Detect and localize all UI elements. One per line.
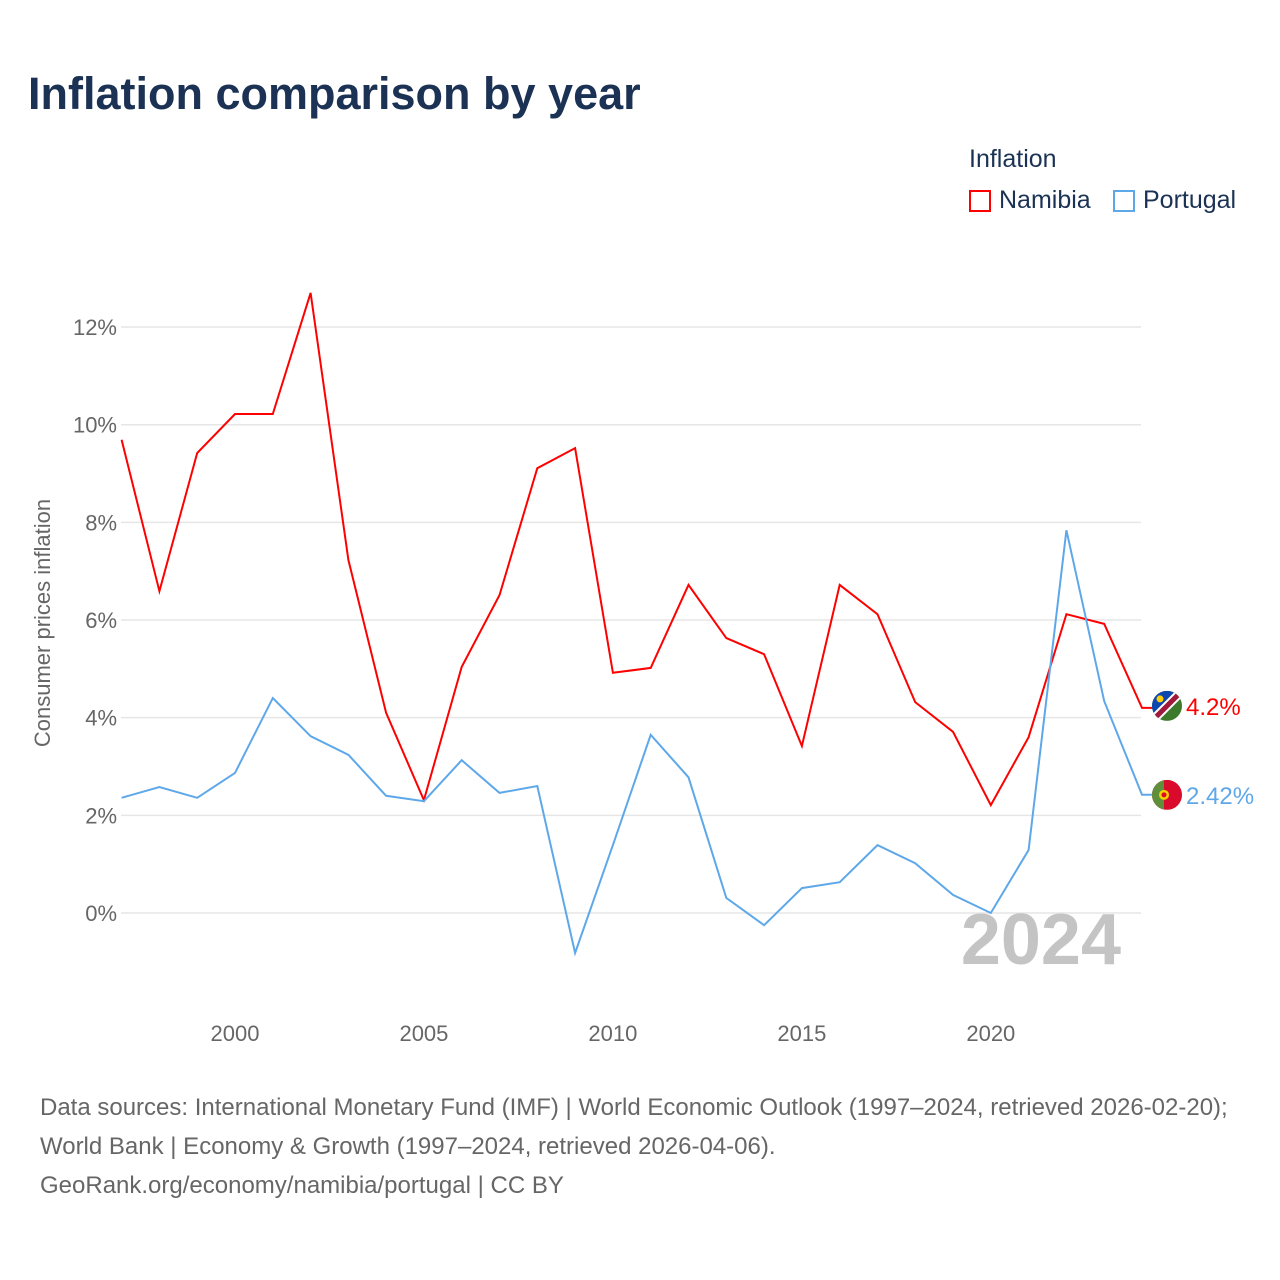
end-label-portugal: 2.42% xyxy=(1186,783,1254,810)
y-tick-label: 8% xyxy=(85,510,117,535)
footer: Data sources: International Monetary Fun… xyxy=(40,1088,1250,1205)
flag-namibia-icon xyxy=(1152,690,1182,721)
y-tick-label: 10% xyxy=(73,413,117,438)
x-tick-label: 2020 xyxy=(966,1021,1015,1046)
x-tick-label: 2000 xyxy=(211,1021,260,1046)
legend-item-portugal[interactable]: Portugal xyxy=(1113,186,1236,215)
flag-portugal-icon xyxy=(1152,779,1182,810)
y-tick-label: 0% xyxy=(85,901,117,926)
data-sources: Data sources: International Monetary Fun… xyxy=(40,1094,1228,1160)
source-link[interactable]: GeoRank.org/economy/namibia/portugal | C… xyxy=(40,1172,564,1199)
legend-label-namibia: Namibia xyxy=(999,186,1091,214)
y-tick-label: 12% xyxy=(73,315,117,340)
y-tick-label: 6% xyxy=(85,608,117,633)
end-label-namibia: 4.2% xyxy=(1186,694,1241,721)
y-tick-label: 2% xyxy=(85,803,117,828)
x-tick-label: 2010 xyxy=(588,1021,637,1046)
y-tick-label: 4% xyxy=(85,706,117,731)
chart-title: Inflation comparison by year xyxy=(28,68,641,119)
legend-item-namibia[interactable]: Namibia xyxy=(969,186,1091,215)
y-axis-label: Consumer prices inflation xyxy=(30,499,55,747)
line-chart: 0% 2% 4% 6% 8% 10% 12% 2000 2005 2010 2015 2020 Cons… xyxy=(30,292,1254,1046)
legend-swatch-portugal xyxy=(1113,189,1135,212)
x-tick-label: 2015 xyxy=(777,1021,826,1046)
legend-title: Inflation xyxy=(969,145,1057,173)
year-watermark: 2024 xyxy=(961,900,1121,980)
series-line-portugal xyxy=(121,529,1154,957)
x-tick-label: 2005 xyxy=(399,1021,448,1046)
series-line-namibia xyxy=(120,292,1154,808)
legend-label-portugal: Portugal xyxy=(1143,186,1237,214)
legend-swatch-namibia xyxy=(969,189,991,212)
